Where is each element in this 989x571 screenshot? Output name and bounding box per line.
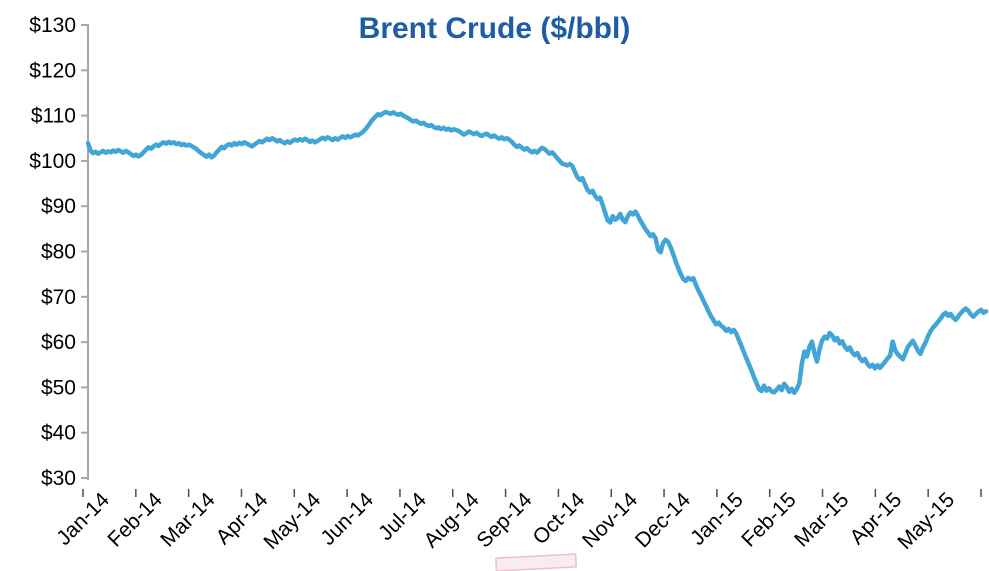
x-tick-label: Jan-15 [686,488,748,550]
x-tick-label: Dec-14 [631,488,695,552]
y-tick-label: $100 [29,150,76,173]
x-tick-label: May-14 [259,488,325,554]
price-line [85,109,989,396]
y-tick-label: $110 [31,105,76,128]
chart-title: Brent Crude ($/bbl) [358,12,631,45]
y-tick-label: $70 [41,286,76,309]
y-tick-label: $30 [41,467,76,490]
x-tick-label: Jan-14 [52,488,114,550]
y-tick-label: $130 [29,14,76,37]
x-tick-label: Oct-14 [529,488,590,549]
x-tick-label: Mar-15 [790,488,853,551]
y-tick-label: $90 [41,195,76,218]
y-tick-label: $50 [41,376,76,399]
x-tick-label: Aug-14 [420,488,484,552]
x-tick-label: May-15 [893,488,959,554]
x-tick-label: Sep-14 [472,488,536,552]
watermark-artifact [495,553,578,571]
x-tick-label: Feb-15 [737,488,800,551]
x-tick-label: Mar-14 [156,488,220,552]
y-tick-label: $80 [41,241,76,264]
y-tick-label: $120 [29,59,76,82]
y-tick-label: $60 [41,331,76,354]
x-tick-label: Nov-14 [578,488,642,552]
x-tick-label: Jun-14 [316,488,378,550]
x-tick-label: Feb-14 [103,488,167,552]
y-tick-label: $40 [41,422,76,445]
